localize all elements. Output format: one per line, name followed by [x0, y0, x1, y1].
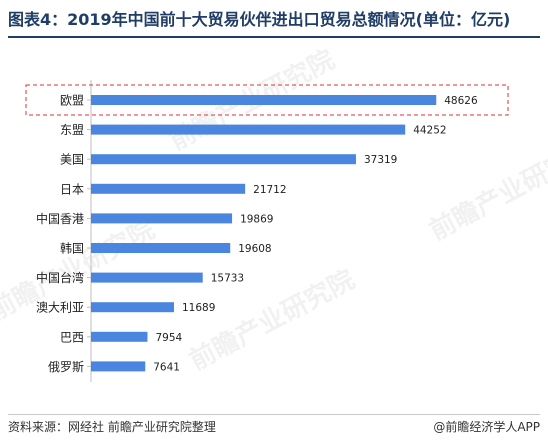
category-label: 韩国 — [60, 241, 84, 256]
category-label: 俄罗斯 — [48, 360, 84, 374]
value-label: 11689 — [182, 302, 215, 314]
bar — [91, 213, 233, 224]
bar — [91, 183, 246, 194]
brand-credit: @前瞻经济学人APP — [433, 420, 540, 434]
category-label: 中国台湾 — [36, 270, 84, 285]
value-label: 48626 — [444, 95, 478, 107]
category-label: 澳大利亚 — [36, 301, 84, 315]
value-label: 7954 — [155, 332, 182, 344]
highlight-box — [25, 84, 509, 116]
source-note: 资料来源：网经社 前瞻产业研究院整理 — [8, 420, 216, 434]
bar — [91, 361, 146, 372]
category-label: 巴西 — [60, 330, 84, 344]
value-label: 19608 — [238, 243, 271, 255]
bar — [91, 243, 231, 253]
category-label: 东盟 — [60, 123, 84, 137]
chart-title: 图表4：2019年中国前十大贸易伙伴进出口贸易总额情况(单位：亿元) — [8, 10, 511, 29]
category-label: 美国 — [60, 153, 84, 167]
bar — [91, 302, 174, 313]
category-label: 中国香港 — [36, 211, 84, 226]
value-label: 19869 — [240, 213, 273, 225]
bar — [91, 124, 406, 135]
bar — [91, 331, 148, 342]
value-label: 7641 — [153, 361, 180, 373]
value-label: 15733 — [211, 273, 244, 285]
bar — [91, 272, 203, 283]
title-divider — [8, 36, 540, 38]
value-label: 21712 — [253, 184, 286, 196]
bar-chart: 欧盟 48626 东盟 44252 美国 37319 日本 21712 中国香港 19869 韩国 1… — [25, 80, 509, 382]
category-label: 日本 — [60, 182, 84, 196]
bar — [91, 154, 356, 165]
value-label: 37319 — [364, 154, 397, 166]
category-label: 欧盟 — [60, 94, 84, 108]
bar — [91, 95, 437, 105]
footer-divider — [8, 414, 540, 415]
value-label: 44252 — [413, 125, 446, 137]
